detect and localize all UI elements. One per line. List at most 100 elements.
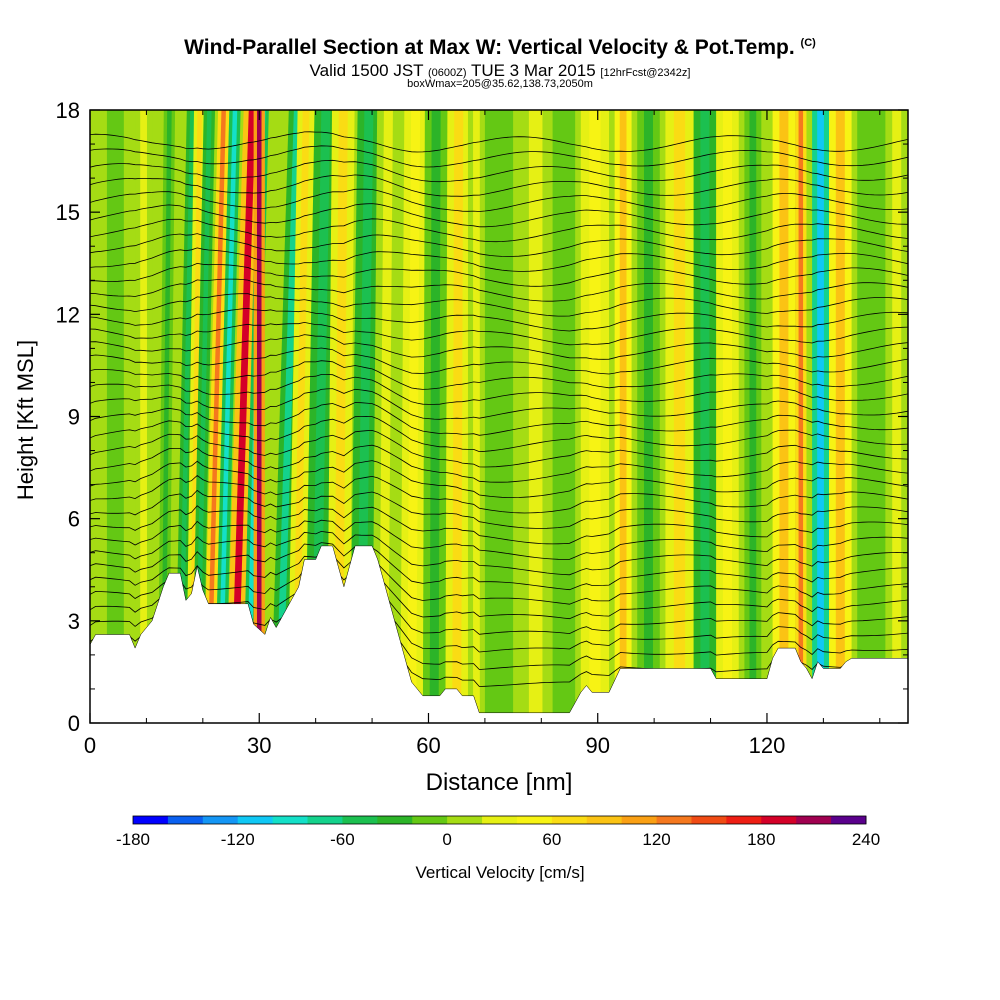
y-tick-label: 9	[68, 405, 80, 430]
colorbar-swatch	[726, 816, 762, 824]
theta-contour	[90, 334, 908, 360]
terrain-mask	[89, 545, 909, 724]
theta-contour	[90, 233, 908, 257]
y-tick-label: 6	[68, 507, 80, 532]
colorbar-frame	[132, 815, 867, 825]
velocity-band-core	[292, 110, 310, 723]
velocity-band-core	[256, 110, 262, 723]
x-tick-label: 90	[585, 733, 609, 758]
colorbar-swatch	[656, 816, 692, 824]
valid-time-zulu: (0600Z)	[428, 67, 467, 79]
velocity-band-core	[798, 110, 804, 723]
velocity-band-core	[112, 110, 119, 723]
theta-contour	[90, 262, 908, 287]
velocity-band-core	[817, 110, 824, 723]
theta-contour	[90, 145, 908, 168]
velocity-band-core	[559, 110, 569, 723]
colorbar-swatch	[167, 816, 204, 824]
velocity-band-core	[700, 110, 710, 723]
colorbar-swatch	[377, 816, 413, 824]
theta-contour	[90, 429, 908, 468]
velocity-band-core	[673, 110, 686, 723]
velocity-band-core	[407, 110, 421, 723]
velocity-band-core	[230, 110, 256, 723]
theta-contour	[90, 131, 908, 153]
theta-contour	[90, 347, 908, 375]
theta-contour	[90, 247, 908, 272]
colorbar-swatch	[307, 816, 343, 824]
theta-contour	[90, 293, 908, 317]
colorbar-tick-label: -120	[221, 830, 255, 849]
chart-subtitle: Valid 1500 JST (0600Z) TUE 3 Mar 2015 [1…	[0, 61, 1000, 81]
x-tick-label: 30	[247, 733, 271, 758]
x-tick-label: 120	[749, 733, 786, 758]
colorbar-swatch	[761, 816, 797, 824]
theta-contour	[90, 460, 908, 499]
theta-contour	[90, 188, 908, 212]
colorbar-tick-label: 120	[642, 830, 670, 849]
y-tick-label: 18	[56, 98, 80, 123]
copyright-mark: (C)	[800, 37, 816, 49]
velocity-band-core	[473, 110, 480, 723]
y-tick-label: 0	[68, 711, 80, 736]
colorbar-swatch	[202, 816, 239, 824]
colorbar-label: Vertical Velocity [cm/s]	[415, 863, 585, 882]
colorbar-swatch	[796, 816, 832, 824]
forecast-tag: [12hrFcst@2342z]	[600, 67, 691, 79]
colorbar-swatch	[412, 816, 448, 824]
x-tick-label: 60	[416, 733, 440, 758]
theta-contour	[90, 218, 908, 243]
velocity-band-core	[779, 110, 789, 723]
theta-contour	[90, 388, 908, 420]
velocity-band-core	[493, 110, 505, 723]
theta-contour	[90, 553, 908, 605]
theta-contour	[90, 174, 908, 197]
theta-contour	[90, 444, 908, 483]
x-tick-label: 0	[84, 733, 96, 758]
theta-contour	[90, 159, 908, 183]
theta-contour	[90, 565, 908, 620]
theta-contour	[90, 278, 908, 302]
theta-contour	[90, 321, 908, 346]
colorbar-swatch	[691, 816, 727, 824]
colorbar-swatch	[482, 816, 518, 824]
velocity-band-core	[528, 110, 543, 723]
theta-contour	[90, 489, 908, 529]
theta-contour	[90, 374, 908, 405]
velocity-band-core	[429, 110, 441, 723]
colorbar-tick-label: -180	[116, 830, 150, 849]
theta-contour	[90, 415, 908, 453]
velocity-band-core	[835, 110, 845, 723]
theta-contour	[90, 519, 908, 560]
colorbar-swatch	[133, 816, 169, 824]
colorbar-swatch	[237, 816, 274, 824]
velocity-band-core	[722, 110, 732, 723]
colorbar-swatch	[586, 816, 623, 824]
velocity-band-core	[619, 110, 627, 723]
y-axis-label: Height [Kft MSL]	[13, 340, 38, 500]
x-axis-label: Distance [nm]	[426, 769, 573, 796]
colorbar-swatch	[621, 816, 658, 824]
velocity-band-core	[178, 110, 195, 723]
valid-date-label: TUE 3 Mar 2015	[470, 61, 596, 80]
theta-contour	[90, 402, 908, 436]
colorbar-swatch	[272, 816, 309, 824]
velocity-band-core	[161, 110, 172, 723]
chart-subtitle-2: boxWmax=205@35.62,138.73,2050m	[407, 78, 593, 90]
chart-title: Wind-Parallel Section at Max W: Vertical…	[0, 36, 1000, 60]
velocity-band-core	[865, 110, 877, 723]
theta-contour	[90, 577, 908, 635]
theta-contour	[90, 203, 908, 228]
colorbar-swatch	[551, 816, 588, 824]
velocity-band-core	[892, 110, 902, 723]
colorbar-swatch	[516, 816, 553, 824]
y-tick-label: 15	[56, 200, 80, 225]
colorbar-swatch	[447, 816, 483, 824]
theta-contour	[90, 360, 908, 390]
colorbar-tick-label: 240	[852, 830, 880, 849]
theta-contour	[90, 474, 908, 514]
colorbar-tick-label: 180	[747, 830, 775, 849]
velocity-band-core	[378, 110, 393, 723]
velocity-band-core	[217, 110, 238, 723]
